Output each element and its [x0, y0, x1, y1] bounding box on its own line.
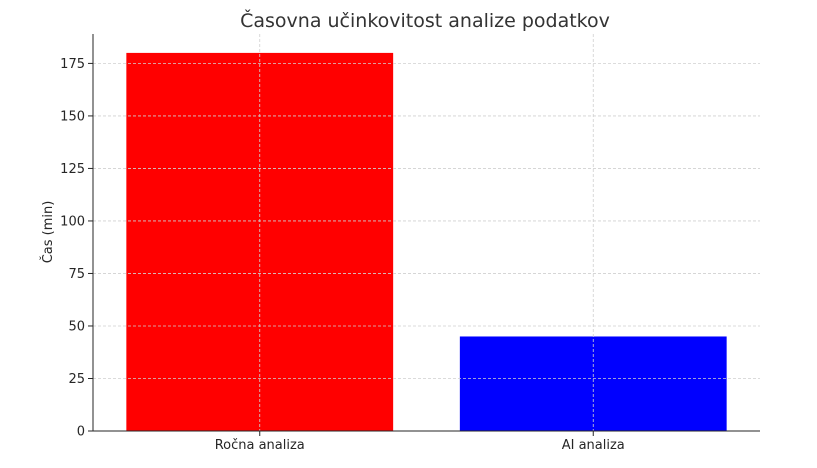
- y-tick-label: 50: [68, 319, 85, 334]
- axes: [92, 34, 760, 432]
- grid: [93, 34, 760, 431]
- x-tick-label: Ročna analiza: [215, 438, 305, 453]
- y-tick-label: 175: [60, 57, 85, 72]
- x-ticks: Ročna analiza AI analiza: [215, 431, 625, 453]
- chart-title: Časovna učinkovitost analize podatkov: [240, 8, 610, 32]
- bars: [126, 52, 727, 432]
- y-tick-label: 0: [77, 425, 85, 440]
- x-tick-label: AI analiza: [562, 438, 625, 453]
- y-ticks: 0 25 50 75 100 125 150 175: [60, 57, 93, 440]
- y-tick-label: 25: [68, 372, 85, 387]
- y-tick-label: 150: [60, 109, 85, 124]
- y-tick-label: 75: [68, 267, 85, 282]
- y-tick-label: 100: [60, 214, 85, 229]
- y-axis-label: Čas (min): [40, 201, 56, 264]
- y-tick-label: 125: [60, 162, 85, 177]
